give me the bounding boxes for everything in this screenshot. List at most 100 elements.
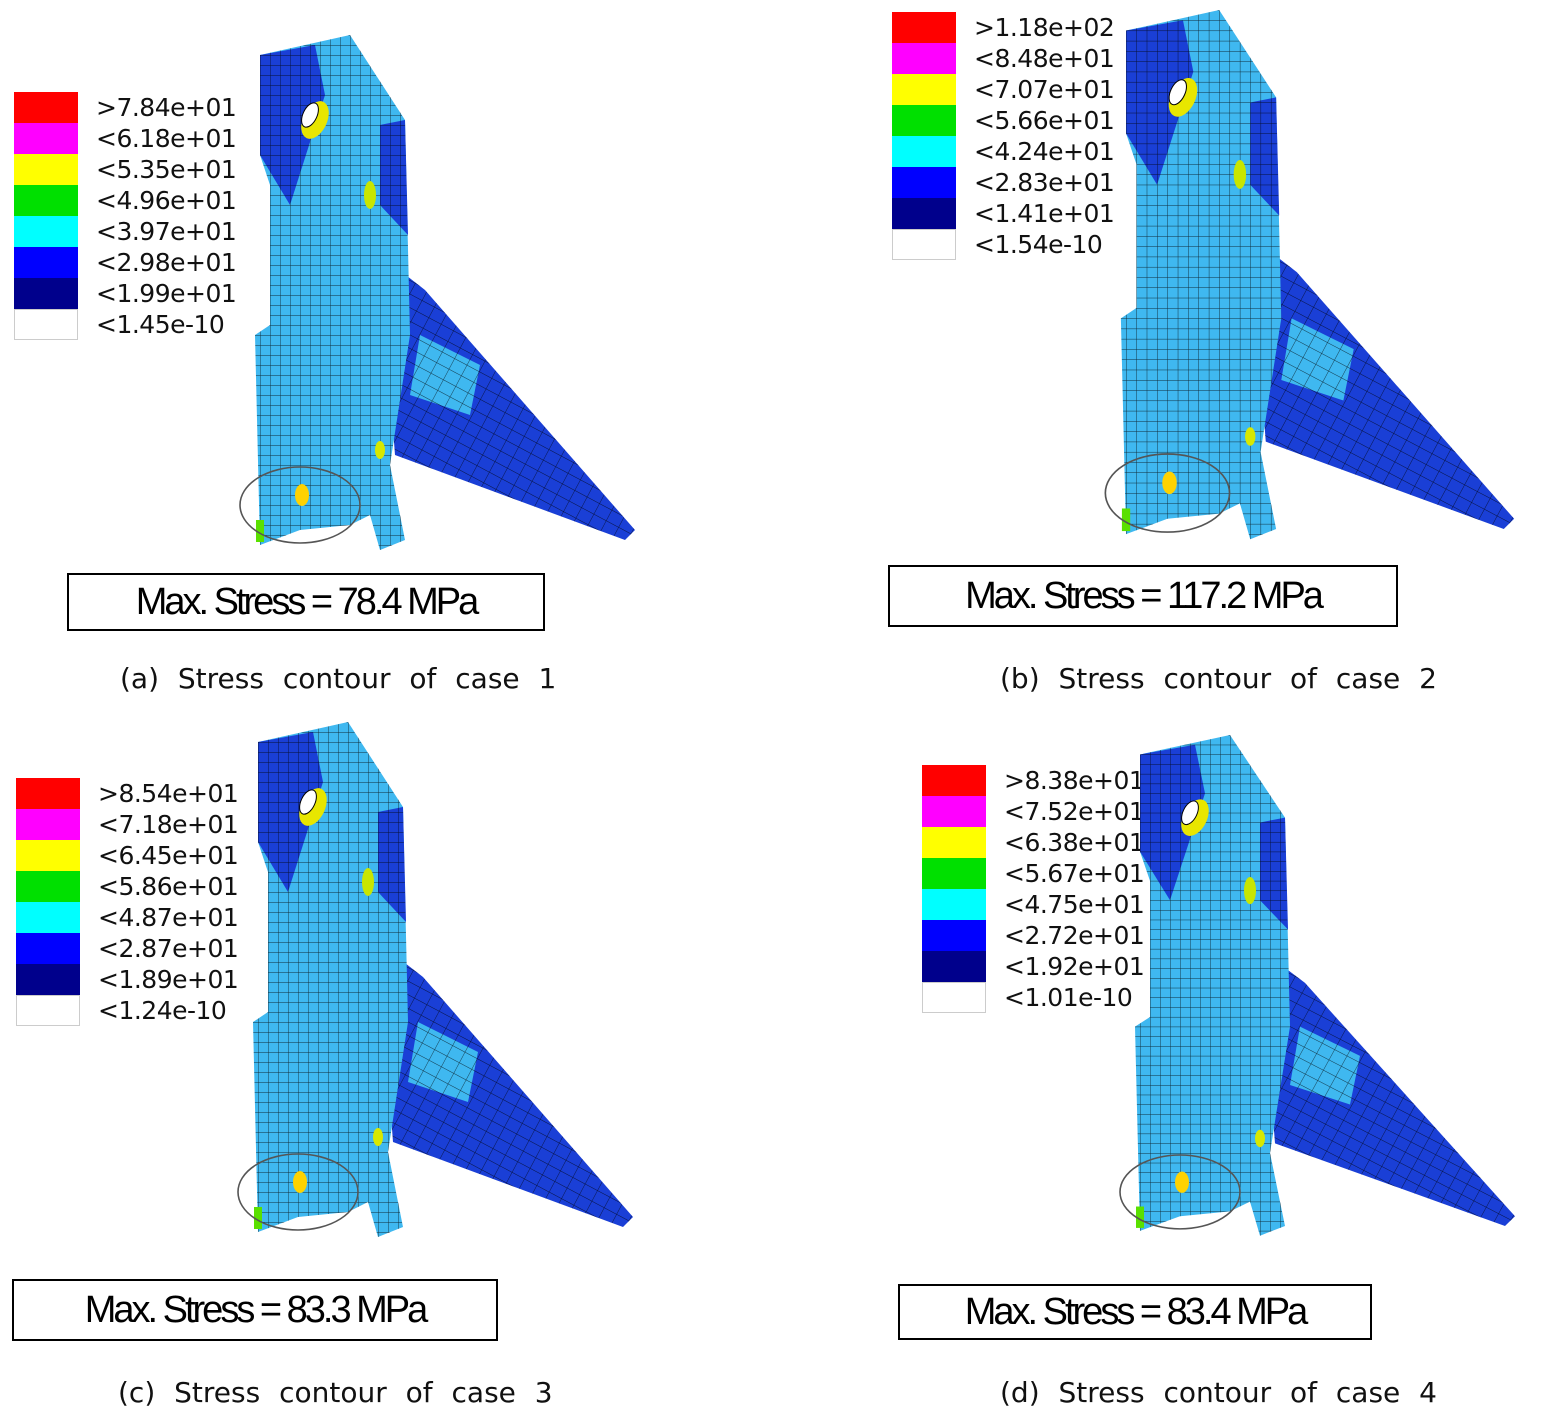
legend-label: <7.07e+01 [974, 75, 1115, 104]
highlight-circle [1104, 453, 1231, 533]
legend-row: <2.98e+01 [14, 247, 237, 278]
legend-row: <7.07e+01 [892, 74, 1115, 105]
legend-swatch [892, 136, 956, 167]
spine-hotspot [1244, 876, 1256, 905]
legend-swatch [16, 995, 80, 1026]
rib-hotspot [373, 1128, 383, 1146]
legend-label: <2.87e+01 [98, 934, 239, 963]
contour-legend: >1.18e+02 <8.48e+01 <7.07e+01 <5.66e+01 … [892, 12, 1115, 260]
legend-label: <1.41e+01 [974, 199, 1115, 228]
bracket-fin-mesh [1260, 948, 1515, 1226]
legend-row: <8.48e+01 [892, 43, 1115, 74]
highlight-circle [239, 466, 361, 544]
legend-swatch [16, 778, 80, 809]
legend-row: >1.18e+02 [892, 12, 1115, 43]
legend-label: <1.24e-10 [98, 996, 227, 1025]
legend-swatch [922, 765, 986, 796]
legend-swatch [16, 809, 80, 840]
top-hole [301, 102, 319, 128]
legend-row: <6.45e+01 [16, 840, 239, 871]
top-hole [1181, 800, 1199, 826]
legend-row: <4.87e+01 [16, 902, 239, 933]
spine-hotspot [364, 181, 376, 209]
legend-row: <5.67e+01 [922, 858, 1145, 889]
contour-legend: >8.38e+01 <7.52e+01 <6.38e+01 <5.67e+01 … [922, 765, 1145, 1013]
legend-swatch [892, 12, 956, 43]
highlight-circle [1119, 1154, 1241, 1230]
base-hotspot [1162, 471, 1177, 495]
legend-label: >1.18e+02 [974, 13, 1115, 42]
fem-model [1104, 10, 1515, 540]
legend-swatch [16, 964, 80, 995]
legend-label: <2.98e+01 [96, 248, 237, 277]
legend-swatch [892, 198, 956, 229]
legend-label: <2.72e+01 [1004, 921, 1145, 950]
rib-hotspot [375, 441, 385, 459]
bracket-plate-mesh [1135, 735, 1290, 1236]
legend-label: <6.18e+01 [96, 124, 237, 153]
legend-row: <1.89e+01 [16, 964, 239, 995]
base-hotspot [293, 1171, 307, 1193]
legend-label: <7.52e+01 [1004, 797, 1145, 826]
legend-row: <1.99e+01 [14, 278, 237, 309]
edge-hotspot [256, 520, 264, 542]
legend-row: <1.54e-10 [892, 229, 1114, 260]
legend-row: <4.24e+01 [892, 136, 1115, 167]
legend-swatch [922, 920, 986, 951]
legend-label: >8.38e+01 [1004, 766, 1145, 795]
legend-row: <5.66e+01 [892, 105, 1115, 136]
legend-label: <1.89e+01 [98, 965, 239, 994]
top-hole [1168, 79, 1187, 106]
legend-row: <2.72e+01 [922, 920, 1145, 951]
legend-label: <8.48e+01 [974, 44, 1115, 73]
legend-swatch [16, 840, 80, 871]
fem-model [237, 722, 633, 1237]
legend-row: >8.38e+01 [922, 765, 1145, 796]
rib-hotspot [1245, 427, 1256, 446]
legend-row: <1.24e-10 [16, 995, 238, 1026]
legend-label: <5.66e+01 [974, 106, 1115, 135]
highlight-circle [237, 1153, 359, 1231]
legend-swatch [14, 216, 78, 247]
max-stress-box: Max. Stress = 83.4 MPa [898, 1284, 1372, 1340]
max-stress-box: Max. Stress = 83.3 MPa [12, 1279, 498, 1341]
panel-caption: (b) Stress contour of case 2 [1000, 662, 1437, 695]
fem-model [1119, 735, 1515, 1236]
legend-label: >8.54e+01 [98, 779, 239, 808]
edge-hotspot [254, 1207, 262, 1229]
legend-swatch [16, 933, 80, 964]
legend-row: <1.45e-10 [14, 309, 236, 340]
legend-row: <2.87e+01 [16, 933, 239, 964]
legend-swatch [892, 105, 956, 136]
contour-legend: >8.54e+01 <7.18e+01 <6.45e+01 <5.86e+01 … [16, 778, 239, 1026]
legend-swatch [922, 858, 986, 889]
bracket-fin-mesh [1250, 236, 1515, 530]
legend-swatch [14, 92, 78, 123]
legend-label: <1.01e-10 [1004, 983, 1133, 1012]
legend-swatch [892, 43, 956, 74]
legend-swatch [14, 278, 78, 309]
legend-label: <1.54e-10 [974, 230, 1103, 259]
legend-label: >7.84e+01 [96, 93, 237, 122]
legend-row: <1.92e+01 [922, 951, 1145, 982]
legend-swatch [892, 167, 956, 198]
legend-swatch [14, 309, 78, 340]
base-hotspot [1175, 1171, 1189, 1193]
bracket-fin-mesh [380, 255, 635, 540]
base-hotspot [295, 484, 309, 506]
legend-swatch [892, 229, 956, 260]
spine-hotspot [362, 868, 374, 896]
bracket-plate-mesh [1120, 10, 1282, 540]
legend-label: <6.45e+01 [98, 841, 239, 870]
bracket-plate-mesh [253, 722, 408, 1237]
legend-swatch [16, 902, 80, 933]
rib-hotspot [1255, 1129, 1265, 1148]
panel-caption: (a) Stress contour of case 1 [120, 662, 557, 695]
legend-label: <3.97e+01 [96, 217, 237, 246]
legend-swatch [14, 123, 78, 154]
legend-label: <1.45e-10 [96, 310, 225, 339]
top-hole [299, 789, 317, 815]
legend-swatch [922, 982, 986, 1013]
legend-label: <5.35e+01 [96, 155, 237, 184]
legend-swatch [922, 827, 986, 858]
